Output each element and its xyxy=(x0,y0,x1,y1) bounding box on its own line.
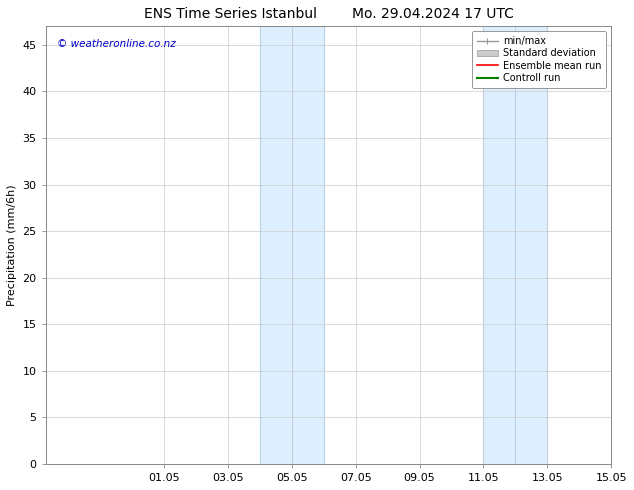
Y-axis label: Precipitation (mm/6h): Precipitation (mm/6h) xyxy=(7,184,17,306)
Legend: min/max, Standard deviation, Ensemble mean run, Controll run: min/max, Standard deviation, Ensemble me… xyxy=(472,31,606,88)
Bar xyxy=(260,26,324,464)
Bar xyxy=(484,26,547,464)
Text: © weatheronline.co.nz: © weatheronline.co.nz xyxy=(57,39,176,49)
Title: ENS Time Series Istanbul        Mo. 29.04.2024 17 UTC: ENS Time Series Istanbul Mo. 29.04.2024 … xyxy=(143,7,514,21)
